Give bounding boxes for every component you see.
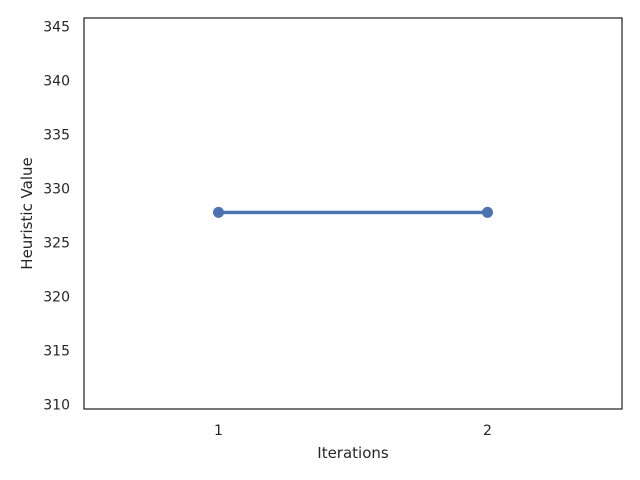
y-tick-label: 310 (43, 398, 70, 414)
y-tick-label: 315 (43, 344, 70, 360)
x-tick-label: 1 (214, 423, 223, 439)
x-axis-title: Iterations (317, 444, 389, 462)
y-tick-label: 335 (43, 128, 70, 144)
data-point (482, 206, 493, 218)
data-point (213, 206, 224, 218)
y-tick-label: 325 (43, 236, 70, 252)
x-tick-label: 2 (483, 423, 492, 439)
y-tick-label: 320 (43, 290, 70, 306)
plot-frame (83, 17, 623, 410)
series-layer (213, 206, 493, 218)
y-tick-label: 330 (43, 182, 70, 198)
y-axis-title: Heuristic Value (18, 157, 36, 269)
y-tick-label: 340 (43, 74, 70, 90)
y-axis-ticks: 310 315 320 325 330 335 340 345 (43, 20, 70, 414)
y-tick-label: 345 (43, 20, 70, 36)
